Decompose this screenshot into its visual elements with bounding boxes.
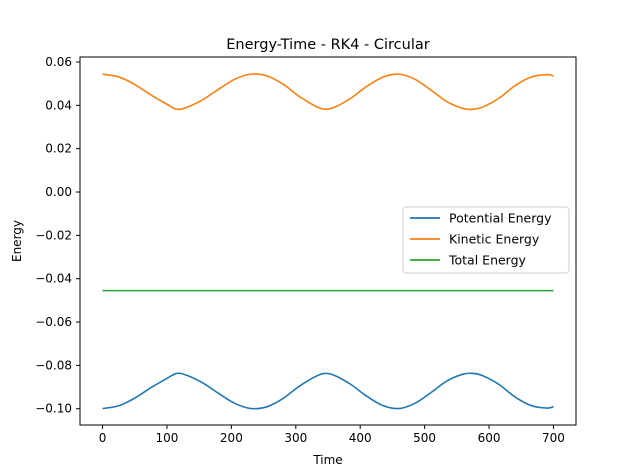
y-tick-label: 0.06 [45, 55, 72, 69]
y-tick-label: 0.02 [45, 142, 72, 156]
y-tick-label: −0.04 [35, 272, 72, 286]
x-tick-label: 400 [349, 431, 372, 445]
series-line-potential-energy [102, 372, 554, 410]
axes-frame [79, 56, 577, 426]
y-tick-label: −0.08 [35, 358, 72, 372]
x-tick-label: 300 [284, 431, 307, 445]
x-tick-label: 0 [99, 431, 107, 445]
x-tick-label: 700 [542, 431, 565, 445]
x-axis-label: Time [312, 453, 342, 467]
legend-box [402, 206, 570, 274]
legend-label-potential-energy: Potential Energy [449, 211, 552, 226]
y-tick-label: −0.10 [35, 402, 72, 416]
plot-area [102, 73, 554, 410]
y-tick-label: −0.06 [35, 315, 72, 329]
y-axis-label: Energy [10, 220, 24, 262]
series-line-kinetic-energy [102, 73, 554, 111]
y-tick-label: 0.00 [45, 185, 72, 199]
legend: Potential Energy Kinetic Energy Total Ener… [402, 206, 570, 274]
x-tick-label: 100 [156, 431, 179, 445]
x-tick-label: 600 [478, 431, 501, 445]
legend-label-kinetic-energy: Kinetic Energy [449, 232, 540, 247]
x-tick-label: 500 [413, 431, 436, 445]
x-tick-label: 200 [220, 431, 243, 445]
y-axis: −0.10 −0.08 −0.06 −0.04 −0.02 0.00 0.02 0.04 0.0… [35, 55, 80, 416]
chart-title: Energy-Time - RK4 - Circular [226, 37, 429, 53]
y-tick-label: −0.02 [35, 228, 72, 242]
x-axis: 0 100 200 300 400 500 600 700 [99, 425, 565, 445]
y-tick-label: 0.04 [45, 98, 72, 112]
legend-label-total-energy: Total Energy [448, 253, 527, 268]
